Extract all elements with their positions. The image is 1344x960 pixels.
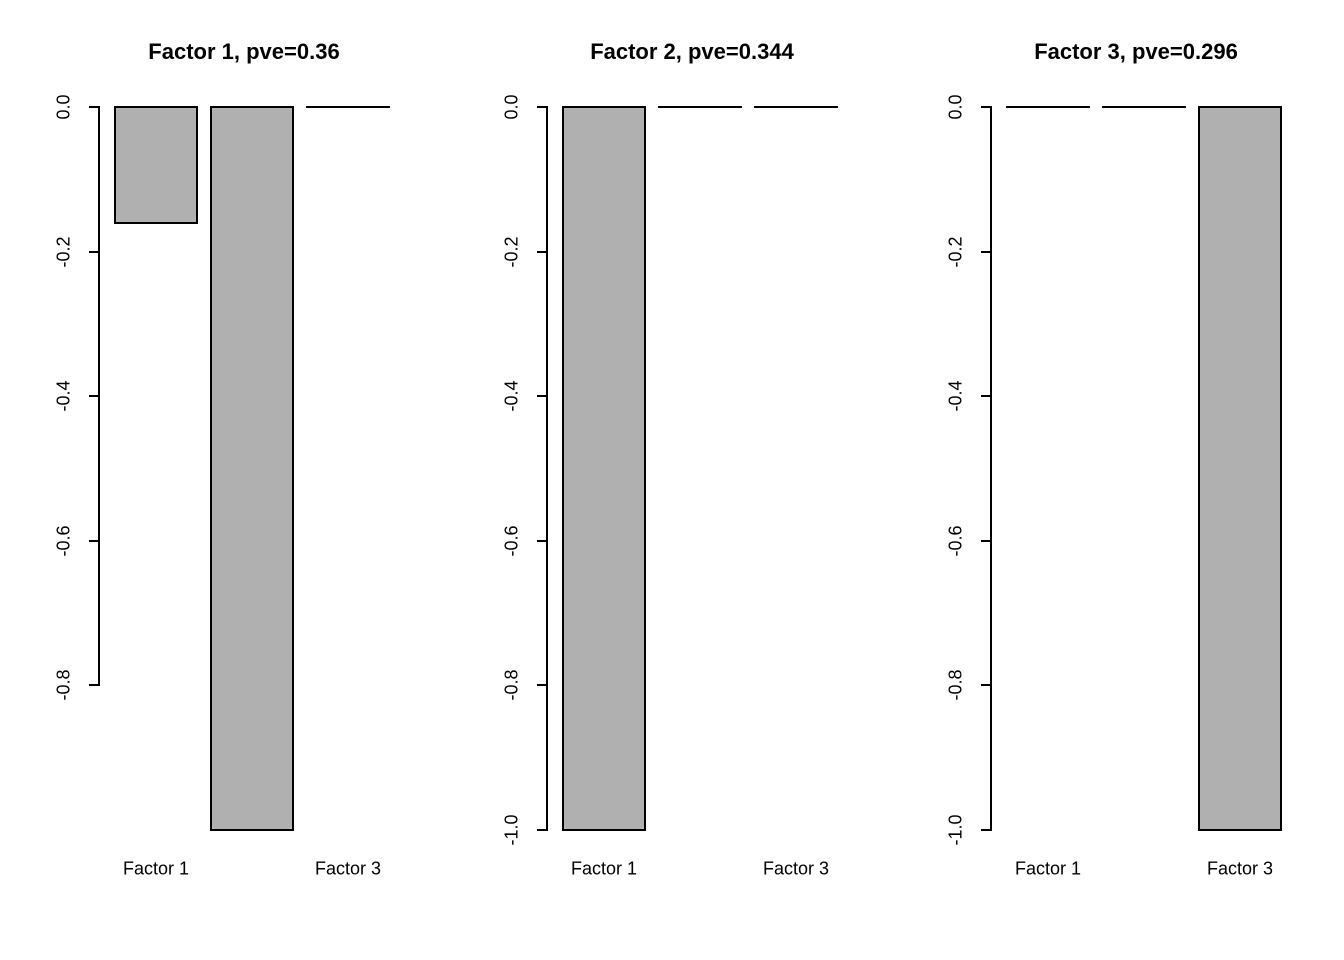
x-tick-label: Factor 1 <box>122 858 190 879</box>
x-tick-label: Factor 1 <box>570 858 638 879</box>
y-tick-label: -0.4 <box>501 380 522 412</box>
y-axis-line <box>546 106 548 831</box>
x-tick-label: Factor 3 <box>1206 858 1274 879</box>
y-tick-label: 0.0 <box>945 94 966 120</box>
y-tick-mark <box>981 684 990 687</box>
y-tick-mark <box>89 106 98 108</box>
y-tick-mark <box>537 250 546 253</box>
y-tick-mark <box>981 539 990 542</box>
y-tick-mark <box>89 395 98 398</box>
y-tick-label: -0.8 <box>53 669 74 701</box>
y-tick-label: -0.6 <box>53 525 74 557</box>
zero-height-bar <box>658 106 742 108</box>
y-tick-mark <box>537 106 546 108</box>
y-tick-label: -0.8 <box>501 669 522 701</box>
zero-height-bar <box>1102 106 1186 108</box>
y-tick-mark <box>981 829 990 831</box>
y-tick-mark <box>537 829 546 831</box>
y-tick-mark <box>981 106 990 108</box>
y-tick-label: -0.2 <box>53 236 74 268</box>
panel-title: Factor 3, pve=0.296 <box>1034 39 1238 64</box>
y-tick-label: 0.0 <box>501 94 522 120</box>
x-tick-label: Factor 3 <box>314 858 382 879</box>
y-tick-mark <box>981 250 990 253</box>
y-tick-mark <box>89 539 98 542</box>
y-tick-label: -0.6 <box>501 525 522 557</box>
bar <box>210 106 294 831</box>
y-axis-line <box>990 106 992 831</box>
bar <box>562 106 646 831</box>
y-tick-label: -0.2 <box>945 236 966 268</box>
y-tick-label: -0.4 <box>945 380 966 412</box>
zero-height-bar <box>1006 106 1090 108</box>
y-tick-label: -1.0 <box>501 814 522 846</box>
zero-height-bar <box>306 106 390 108</box>
y-tick-label: 0.0 <box>53 94 74 120</box>
y-tick-mark <box>537 539 546 542</box>
y-tick-mark <box>537 395 546 398</box>
y-tick-label: -0.6 <box>945 525 966 557</box>
bar <box>1198 106 1282 831</box>
y-tick-label: -0.2 <box>501 236 522 268</box>
panel-title: Factor 1, pve=0.36 <box>148 39 340 64</box>
x-tick-label: Factor 1 <box>1014 858 1082 879</box>
y-tick-mark <box>89 250 98 253</box>
y-tick-label: -0.8 <box>945 669 966 701</box>
x-tick-label: Factor 3 <box>762 858 830 879</box>
bar <box>114 106 198 224</box>
panel-title: Factor 2, pve=0.344 <box>590 39 794 64</box>
y-tick-mark <box>89 684 98 687</box>
y-tick-label: -0.4 <box>53 380 74 412</box>
y-axis-line <box>98 106 100 687</box>
y-tick-label: -1.0 <box>945 814 966 846</box>
y-tick-mark <box>981 395 990 398</box>
zero-height-bar <box>754 106 838 108</box>
y-tick-mark <box>537 684 546 687</box>
